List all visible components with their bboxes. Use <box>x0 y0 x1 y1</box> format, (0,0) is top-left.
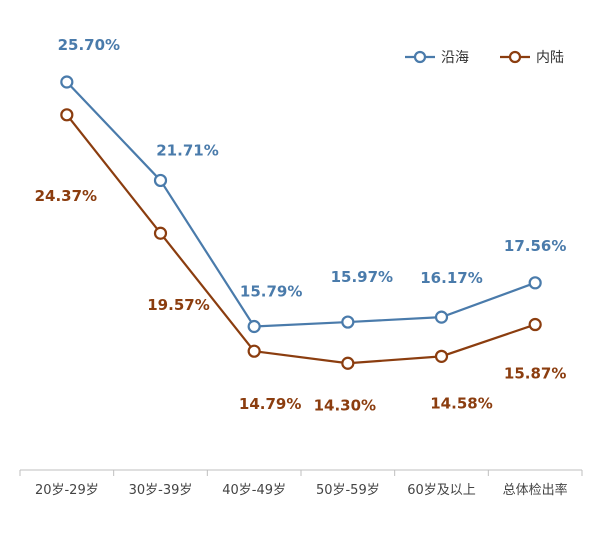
data-label: 15.79% <box>240 283 302 301</box>
x-tick-label: 20岁-29岁 <box>35 483 99 498</box>
data-point <box>60 75 74 89</box>
x-tick-label: 30岁-39岁 <box>129 483 193 498</box>
data-point <box>153 226 168 240</box>
x-tick-label: 60岁及以上 <box>407 483 476 498</box>
data-label: 16.17% <box>420 269 482 287</box>
data-point <box>341 356 355 370</box>
x-tick-label: 总体检出率 <box>503 482 568 498</box>
legend-marker <box>413 50 427 64</box>
x-tick-label: 50岁-59岁 <box>316 483 380 498</box>
series-line <box>66 81 536 328</box>
data-label: 21.71% <box>156 141 218 159</box>
data-point <box>341 315 355 329</box>
legend-item: 内陆 <box>500 50 564 66</box>
data-label: 15.87% <box>504 365 566 383</box>
legend: 沿海 内陆 <box>405 50 564 66</box>
data-point <box>528 276 542 290</box>
data-label: 19.57% <box>147 296 209 314</box>
x-axis: 20岁-29岁 30岁-39岁 40岁-49岁 50岁-59岁 60岁及以上 总体检出率 <box>19 469 583 498</box>
series-line <box>65 114 536 365</box>
series-coastal <box>60 75 542 334</box>
data-point <box>153 173 168 188</box>
data-point <box>60 108 74 122</box>
data-labels: 25.70% 21.71% 15.79% 15.97% 16.17% 17.56% 24.3… <box>35 36 567 414</box>
data-label: 24.37% <box>35 187 97 205</box>
legend-label: 沿海 <box>441 50 469 66</box>
legend-label: 内陆 <box>536 50 564 66</box>
series-layer <box>60 75 542 370</box>
data-label: 15.97% <box>331 268 393 286</box>
x-tick-label: 40岁-49岁 <box>222 483 286 498</box>
data-point <box>434 349 449 363</box>
data-label: 25.70% <box>58 36 120 54</box>
data-label: 17.56% <box>504 237 566 255</box>
series-inland <box>60 108 542 370</box>
legend-item: 沿海 <box>405 50 469 66</box>
legend-marker <box>508 50 522 64</box>
data-label: 14.79% <box>239 395 301 413</box>
data-label: 14.58% <box>430 394 492 412</box>
data-point <box>247 344 261 358</box>
data-point <box>247 319 261 334</box>
data-point <box>528 317 542 332</box>
data-point <box>434 310 449 324</box>
data-label: 14.30% <box>314 396 376 414</box>
